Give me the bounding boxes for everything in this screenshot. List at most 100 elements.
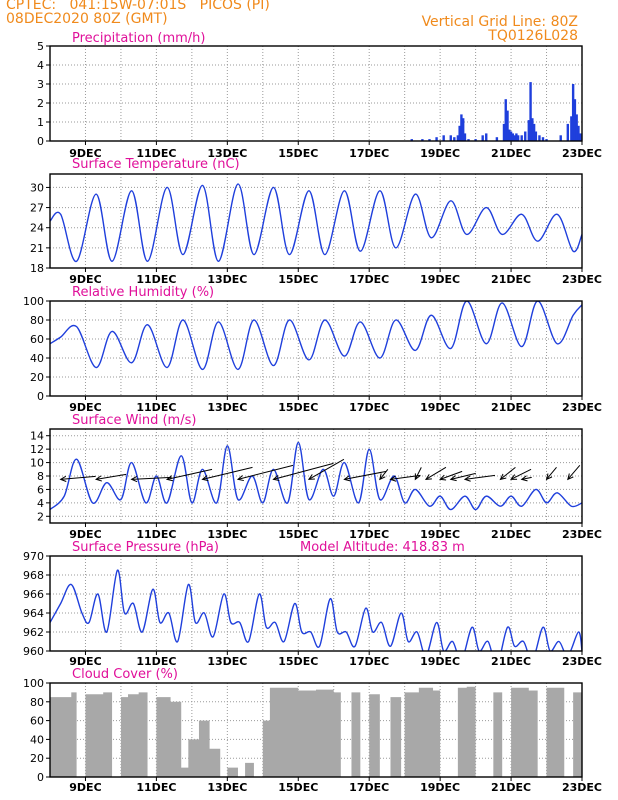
wind-arrow (202, 466, 253, 480)
y-tick-label: 80 (30, 696, 44, 709)
x-tick-label: 17DEC (349, 147, 389, 160)
x-tick-label: 21DEC (491, 528, 531, 541)
y-tick-label: 18 (30, 262, 44, 275)
wind-arrowhead (94, 475, 103, 482)
x-tick-label: 21DEC (491, 401, 531, 414)
y-tick-label: 40 (30, 352, 44, 365)
precip-bar (410, 139, 413, 141)
precip-bar (453, 137, 456, 141)
x-tick-label: 9DEC (69, 528, 101, 541)
wind-arrow (308, 458, 345, 480)
precip-bar (442, 135, 445, 141)
precip-bar (570, 116, 573, 141)
x-tick-label: 21DEC (491, 273, 531, 286)
precip-bar (458, 125, 461, 141)
panel-title: Surface Pressure (hPa) (72, 540, 219, 555)
precip-bar (520, 135, 523, 141)
wind-arrowhead (272, 475, 280, 481)
precip-bar (435, 137, 438, 141)
wind-arrowhead (545, 473, 553, 481)
wind-arrow (567, 465, 581, 480)
precip-bar (474, 139, 477, 141)
precip-bar (456, 135, 460, 141)
x-tick-label: 21DEC (491, 781, 531, 794)
x-tick-label: 11DEC (136, 401, 176, 414)
precip-bar (461, 118, 465, 141)
precip-bar (566, 123, 570, 141)
y-tick-label: 80 (30, 314, 44, 327)
y-tick-label: 21 (30, 242, 44, 255)
wind-arrowhead (307, 474, 315, 480)
wind-arrowhead (343, 475, 351, 482)
wind-arrow (273, 462, 334, 480)
precip-bar (467, 139, 470, 141)
x-tick-label: 11DEC (136, 273, 176, 286)
precip-bar (449, 135, 452, 141)
plot-frame (49, 45, 583, 142)
y-tick-label: 2 (37, 510, 44, 523)
x-tick-label: 19DEC (420, 401, 460, 414)
model-altitude-label: Model Altitude: 418.83 m (300, 540, 465, 555)
precip-bar (508, 129, 511, 141)
x-tick-label: 15DEC (278, 273, 318, 286)
x-tick-label: 19DEC (420, 528, 460, 541)
panel-title: Cloud Cover (%) (72, 667, 178, 682)
precip-bar (573, 99, 577, 141)
y-tick-label: 1 (37, 116, 44, 129)
precip-bar (532, 123, 536, 141)
wind-arrowhead (389, 475, 397, 482)
y-tick-label: 6 (37, 483, 44, 496)
wind-arrowhead (414, 473, 421, 481)
precip-bar (524, 131, 527, 141)
y-tick-label: 100 (23, 295, 44, 308)
y-tick-label: 20 (30, 752, 44, 765)
wind-arrow (439, 470, 463, 480)
x-tick-label: 23DEC (562, 273, 602, 286)
x-tick-label: 9DEC (69, 401, 101, 414)
x-tick-label: 9DEC (69, 273, 101, 286)
x-tick-label: 13DEC (207, 528, 247, 541)
x-tick-label: 13DEC (207, 401, 247, 414)
x-tick-label: 13DEC (207, 273, 247, 286)
wind-arrowhead (201, 475, 209, 482)
wind-arrow (96, 473, 127, 480)
precip-bar (571, 84, 575, 141)
wind-arrow (131, 476, 172, 480)
y-tick-label: 60 (30, 333, 44, 346)
x-tick-label: 9DEC (69, 147, 101, 160)
precip-bar (529, 82, 532, 141)
y-tick-label: 5 (37, 40, 44, 53)
wind-arrowhead (510, 474, 518, 480)
plot-frame (49, 173, 583, 269)
wind-arrowhead (165, 475, 173, 482)
y-tick-label: 100 (23, 677, 44, 690)
wind-arrow (425, 466, 447, 480)
wind-arrow (237, 464, 294, 480)
precip-bar (481, 135, 484, 141)
x-tick-label: 23DEC (562, 655, 602, 668)
series-line (50, 301, 582, 371)
y-tick-label: 0 (37, 771, 44, 784)
y-tick-label: 968 (23, 569, 44, 582)
y-tick-label: 966 (23, 588, 44, 601)
precip-bar (516, 135, 520, 141)
y-tick-label: 2 (37, 97, 44, 110)
precip-bar (504, 99, 507, 141)
y-tick-label: 12 (30, 443, 44, 456)
y-tick-label: 964 (23, 607, 44, 620)
precip-bar (460, 114, 463, 141)
plot-frame (49, 682, 583, 778)
panel-title: Relative Humidity (%) (72, 285, 214, 300)
wind-arrowhead (59, 475, 67, 482)
y-tick-label: 20 (30, 371, 44, 384)
wind-arrow (166, 468, 213, 480)
wind-arrowhead (439, 474, 447, 481)
x-tick-label: 15DEC (278, 655, 318, 668)
x-tick-label: 11DEC (136, 147, 176, 160)
x-tick-label: 15DEC (278, 147, 318, 160)
panel-title: Precipitation (mm/h) (72, 31, 205, 46)
wind-arrowhead (130, 476, 138, 483)
x-tick-label: 13DEC (207, 655, 247, 668)
y-tick-label: 10 (30, 457, 44, 470)
x-tick-label: 11DEC (136, 528, 176, 541)
